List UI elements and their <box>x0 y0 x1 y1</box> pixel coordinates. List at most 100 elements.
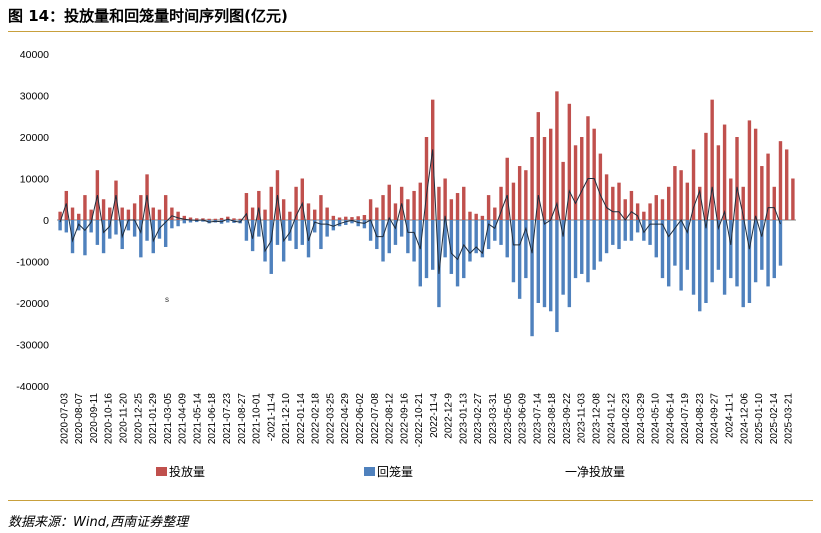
withdrawal-bar <box>722 220 727 295</box>
y-tick-label: -40000 <box>16 381 49 393</box>
withdrawal-bar <box>511 220 516 283</box>
injection-bar <box>344 216 348 220</box>
withdrawal-bar <box>288 220 292 241</box>
withdrawal-bar <box>294 220 298 250</box>
injection-bar <box>201 218 205 220</box>
injection-bar <box>294 186 298 220</box>
withdrawal-bar <box>536 220 540 303</box>
x-tick-label: 2021-07-23 <box>222 393 233 445</box>
injection-bar <box>772 186 776 220</box>
legend-label-injection: 投放量 <box>169 464 205 479</box>
withdrawal-bar <box>462 220 466 279</box>
x-tick-label: 2021-01-29 <box>148 393 159 445</box>
x-tick-label: 2022-04-29 <box>340 393 351 445</box>
injection-bar <box>517 166 522 220</box>
injection-bar <box>70 207 75 220</box>
x-tick-label: 2024-05-10 <box>651 393 662 445</box>
withdrawal-bar <box>468 220 472 262</box>
injection-bar <box>387 184 391 220</box>
injection-bar <box>766 153 770 220</box>
x-tick-label: 2020-11-20 <box>119 393 130 444</box>
withdrawal-bar <box>83 220 87 256</box>
injection-bar <box>58 211 62 220</box>
injection-bar <box>611 186 615 220</box>
injection-bar <box>468 211 472 220</box>
net-injection-line <box>59 149 781 274</box>
injection-bar <box>108 207 112 220</box>
withdrawal-bar <box>660 220 665 279</box>
withdrawal-bar <box>58 220 62 231</box>
withdrawal-bar <box>455 220 460 287</box>
legend-swatch-withdrawal <box>364 467 375 476</box>
withdrawal-bar <box>375 220 379 250</box>
injection-bar <box>698 186 702 220</box>
legend-swatch-injection <box>156 467 167 476</box>
injection-bar <box>784 149 789 220</box>
top-rule <box>8 31 813 32</box>
y-axis: 40000 30000 20000 10000 0 -10000 -20000 -30000 -… <box>16 49 49 393</box>
injection-bar <box>126 209 131 220</box>
x-tick-label: 2020-10-16 <box>104 393 115 445</box>
y-tick-label: 40000 <box>20 49 49 61</box>
injection-bar <box>598 153 603 220</box>
injection-bar <box>362 215 367 220</box>
y-tick-label: 10000 <box>20 174 49 186</box>
withdrawal-bar <box>449 220 454 274</box>
y-tick-label: -20000 <box>16 298 49 310</box>
x-tick-label: 2022-03-25 <box>325 393 336 445</box>
injection-bar <box>505 157 509 220</box>
x-tick-label: 2025-01-10 <box>754 393 765 445</box>
legend: 投放量 回笼量 一净投放量 <box>156 464 625 479</box>
injection-bar <box>313 209 317 220</box>
withdrawal-bar <box>548 220 553 312</box>
injection-bar <box>555 91 559 220</box>
x-tick-label: 2021-08-27 <box>237 393 248 445</box>
withdrawal-bar <box>691 220 696 295</box>
injection-bar <box>170 207 174 220</box>
injection-bar <box>679 170 683 220</box>
withdrawal-bar <box>381 220 385 262</box>
injection-bar <box>375 207 379 220</box>
x-tick-label: 2023-12-08 <box>591 393 602 445</box>
withdrawal-bar <box>424 220 429 279</box>
withdrawal-bar <box>437 220 441 308</box>
injection-bar <box>257 190 261 220</box>
withdrawal-bar <box>760 220 764 270</box>
injection-bar <box>486 195 491 220</box>
withdrawal-bar <box>604 220 609 254</box>
injection-bar <box>101 199 106 220</box>
withdrawal-bar <box>517 220 522 299</box>
withdrawal-bar <box>70 220 75 254</box>
injection-bar <box>182 215 187 220</box>
injection-bar <box>300 178 305 220</box>
injection-bar <box>207 218 211 220</box>
withdrawal-bar <box>735 220 739 287</box>
injection-bar <box>368 199 373 220</box>
injection-bar <box>741 186 745 220</box>
withdrawal-bar <box>561 220 565 295</box>
withdrawal-bar <box>592 220 596 270</box>
injection-bar <box>281 199 286 220</box>
injection-bar <box>586 116 590 220</box>
withdrawal-bar <box>188 220 193 223</box>
withdrawal-bar <box>170 220 174 229</box>
x-tick-label: 2020-08-07 <box>74 393 85 445</box>
legend-label-withdrawal: 回笼量 <box>377 464 413 479</box>
withdrawal-bar <box>611 220 615 245</box>
injection-bar <box>660 199 665 220</box>
withdrawal-bar <box>530 220 534 337</box>
injection-bar <box>114 180 118 220</box>
withdrawal-bar <box>108 220 112 239</box>
withdrawal-bar <box>753 220 758 283</box>
injection-bar <box>406 199 410 220</box>
injection-bar <box>567 103 572 220</box>
withdrawal-bar <box>139 220 143 258</box>
injection-bar <box>474 213 478 220</box>
x-tick-label: 2024-03-29 <box>636 393 647 445</box>
withdrawal-bar <box>89 220 93 233</box>
withdrawal-bar <box>337 220 342 227</box>
injection-bar <box>238 218 242 220</box>
injection-bar <box>735 137 739 220</box>
legend-label-net: 一净投放量 <box>565 464 625 479</box>
withdrawal-bar <box>635 220 640 233</box>
